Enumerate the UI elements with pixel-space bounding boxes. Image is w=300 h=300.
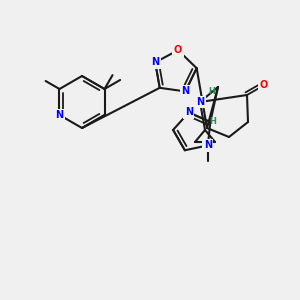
Text: N: N — [151, 57, 159, 68]
Text: N: N — [151, 57, 159, 68]
Text: N: N — [196, 97, 204, 107]
Text: N: N — [196, 97, 204, 107]
Text: N: N — [204, 140, 212, 150]
Text: N: N — [56, 110, 64, 120]
Text: N: N — [204, 140, 212, 150]
Text: N: N — [185, 107, 193, 117]
Text: O: O — [260, 80, 268, 90]
Text: O: O — [174, 45, 182, 55]
Text: O: O — [174, 45, 182, 55]
Text: N: N — [181, 86, 189, 96]
Text: N: N — [56, 110, 64, 120]
Text: O: O — [260, 80, 268, 90]
Text: N: N — [181, 86, 189, 96]
Text: H: H — [208, 88, 215, 97]
Text: N: N — [185, 107, 193, 117]
Text: H: H — [210, 118, 216, 127]
